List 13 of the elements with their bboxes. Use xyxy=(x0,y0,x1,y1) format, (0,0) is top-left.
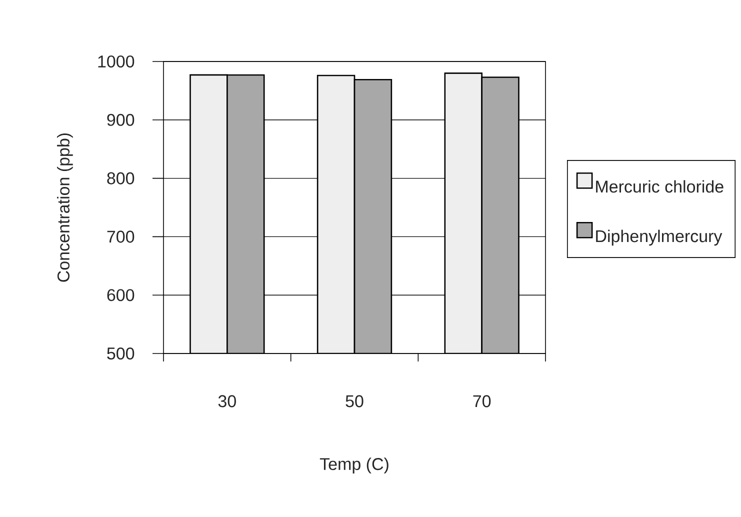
y-axis-title: Concentration (ppb) xyxy=(57,133,73,282)
y-tick-label: 500 xyxy=(107,347,134,360)
y-tick-label: 900 xyxy=(107,114,134,126)
y-tick-label: 700 xyxy=(107,230,134,243)
x-tick-label: 70 xyxy=(473,395,491,408)
y-tick-label: 600 xyxy=(107,289,134,302)
x-tick-label: 30 xyxy=(218,395,236,408)
x-tick-label: 50 xyxy=(346,395,364,408)
y-tick-label: 800 xyxy=(107,172,134,184)
legend-label: Mercuric chloride xyxy=(596,180,724,193)
legend-label: Diphenylmercury xyxy=(596,230,722,246)
x-axis-title: Temp (C) xyxy=(320,458,388,474)
y-tick-label: 1000 xyxy=(98,55,134,68)
